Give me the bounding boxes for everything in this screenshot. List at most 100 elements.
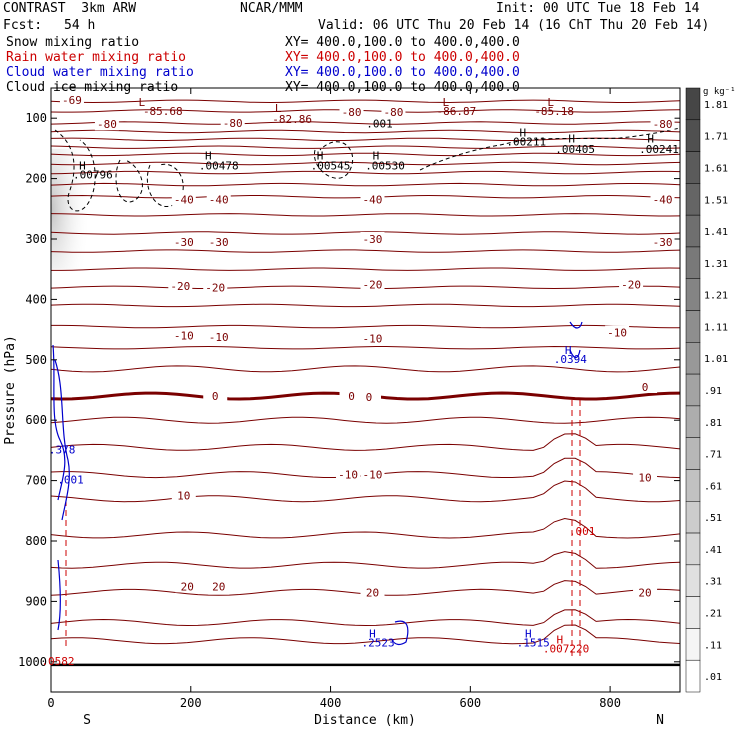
colorbar-swatch [685,119,701,152]
colorbar-label: .61 [704,481,722,492]
colorbar-swatch [685,659,701,693]
temperature-label: 10 [638,472,651,485]
temperature-label: 20 [181,580,194,593]
temperature-contour [50,365,681,373]
snow-contour [419,127,681,171]
colorbar-label: .51 [704,513,722,524]
colorbar-label: 1.71 [704,132,728,143]
colorbar-swatch [685,469,701,502]
extremum-label: L [275,102,282,115]
colorbar-swatch [685,501,701,534]
colorbar-label: .01 [704,672,722,683]
temperature-label: 0 [642,381,649,394]
temperature-label: 20 [638,586,651,599]
temperature-contour [50,416,681,424]
temperature-label-bg [168,279,193,293]
colorbar-unit: g kg⁻¹ [703,87,736,97]
temperature-contour [50,480,681,503]
extremum-label: .001 [366,117,393,130]
cloud-water-contour [54,359,70,521]
temperature-contour [50,551,681,569]
y-tick-label: 100 [25,111,47,125]
y-tick-label: 900 [25,594,47,608]
temperature-label: -10 [363,469,383,482]
extremum-label: H [205,149,212,162]
model-title: CONTRAST 3km ARW [3,1,137,16]
extremum-label: L [443,96,450,109]
colorbar-label: .41 [704,545,722,556]
temperature-contour [50,121,681,125]
colorbar-swatch [685,246,701,279]
extremum-label: .00211 [506,135,546,148]
colorbar-swatch [685,342,701,375]
y-tick-label: 200 [25,172,47,186]
end-label-south: S [83,713,91,728]
temperature-label-bg [336,467,361,481]
extremum-label: .2523 [362,637,395,650]
extremum-label: H [556,634,563,647]
temperature-label-bg [206,329,231,343]
extremum-label: -82.86 [272,113,312,126]
valid-time: Valid: 06 UTC Thu 20 Feb 14 (16 ChT Thu … [318,18,710,33]
forecast-label: Fcst: [3,18,43,33]
temperature-contour [50,609,681,627]
temperature-label: -20 [170,280,190,293]
temperature-contour [50,129,681,134]
temperature-label: -30 [209,236,229,249]
temperature-label: -10 [174,330,194,343]
y-axis-title: Pressure (hPa) [3,335,18,445]
temperature-label-bg [650,192,675,206]
temperature-label-bg [360,192,385,206]
y-tick-label: 400 [25,292,47,306]
extremum-label: -85.18 [534,105,574,118]
temperature-label-bg [360,585,385,599]
temperature-contour [50,137,681,141]
temperature-label: -20 [621,278,641,291]
temperature-label: -40 [653,194,673,207]
temperature-contour [50,182,681,187]
colorbar-label: 1.21 [704,291,728,302]
temperature-label-bg [206,579,231,593]
x-tick-label: 800 [599,696,621,710]
colorbar-swatch [685,373,701,407]
extremum-label: -86.87 [436,105,476,118]
contour-labels: -69 -80 -80 -80 -80 -80 -40 -40 -40 -40 -30 -30 -30 -… [41,93,679,668]
init-time: Init: 00 UTC Tue 18 Feb 14 [496,1,700,16]
colorbar-label: 1.51 [704,195,728,206]
colorbar-label: .21 [704,609,722,620]
temperature-label: 0 [348,390,355,403]
temperature-label-bg [360,277,385,291]
colorbar-label: 1.01 [704,354,728,365]
temperature-contour [51,267,681,271]
temperature-contour [50,213,681,217]
colorbar-label: .11 [704,640,722,651]
y-tick-label: 700 [25,474,47,488]
y-tick-label: 500 [25,353,47,367]
extremum-label: H [317,149,324,162]
colorbar-swatch [685,183,701,216]
temperature-contour [50,433,681,451]
temperature-label: -30 [653,236,673,249]
colorbar-swatch [685,628,701,661]
temperature-label-bg [360,232,385,245]
temperature-label: -80 [653,118,673,131]
temperature-contour [50,145,681,149]
temperature-label: 10 [177,490,190,503]
colorbar-swatch [685,87,701,121]
temperature-label: -40 [209,194,229,207]
temperature-label-bg [339,105,364,119]
cloud-water-contour [52,344,66,501]
temperature-label-bg [175,579,200,593]
extremum-label: .0582 [41,655,74,668]
colorbar-label: 1.61 [704,163,728,174]
extremum-label: L [547,96,554,109]
x-tick-label: 600 [459,696,481,710]
extremum-label: .378 [49,443,76,456]
cloud-water-contour [569,349,581,359]
extremum-label: H [373,149,380,162]
temperature-label: -20 [363,278,383,291]
y-tick-label: 600 [25,413,47,427]
temperature-label: -10 [363,333,383,346]
colorbar-swatch [685,564,701,597]
